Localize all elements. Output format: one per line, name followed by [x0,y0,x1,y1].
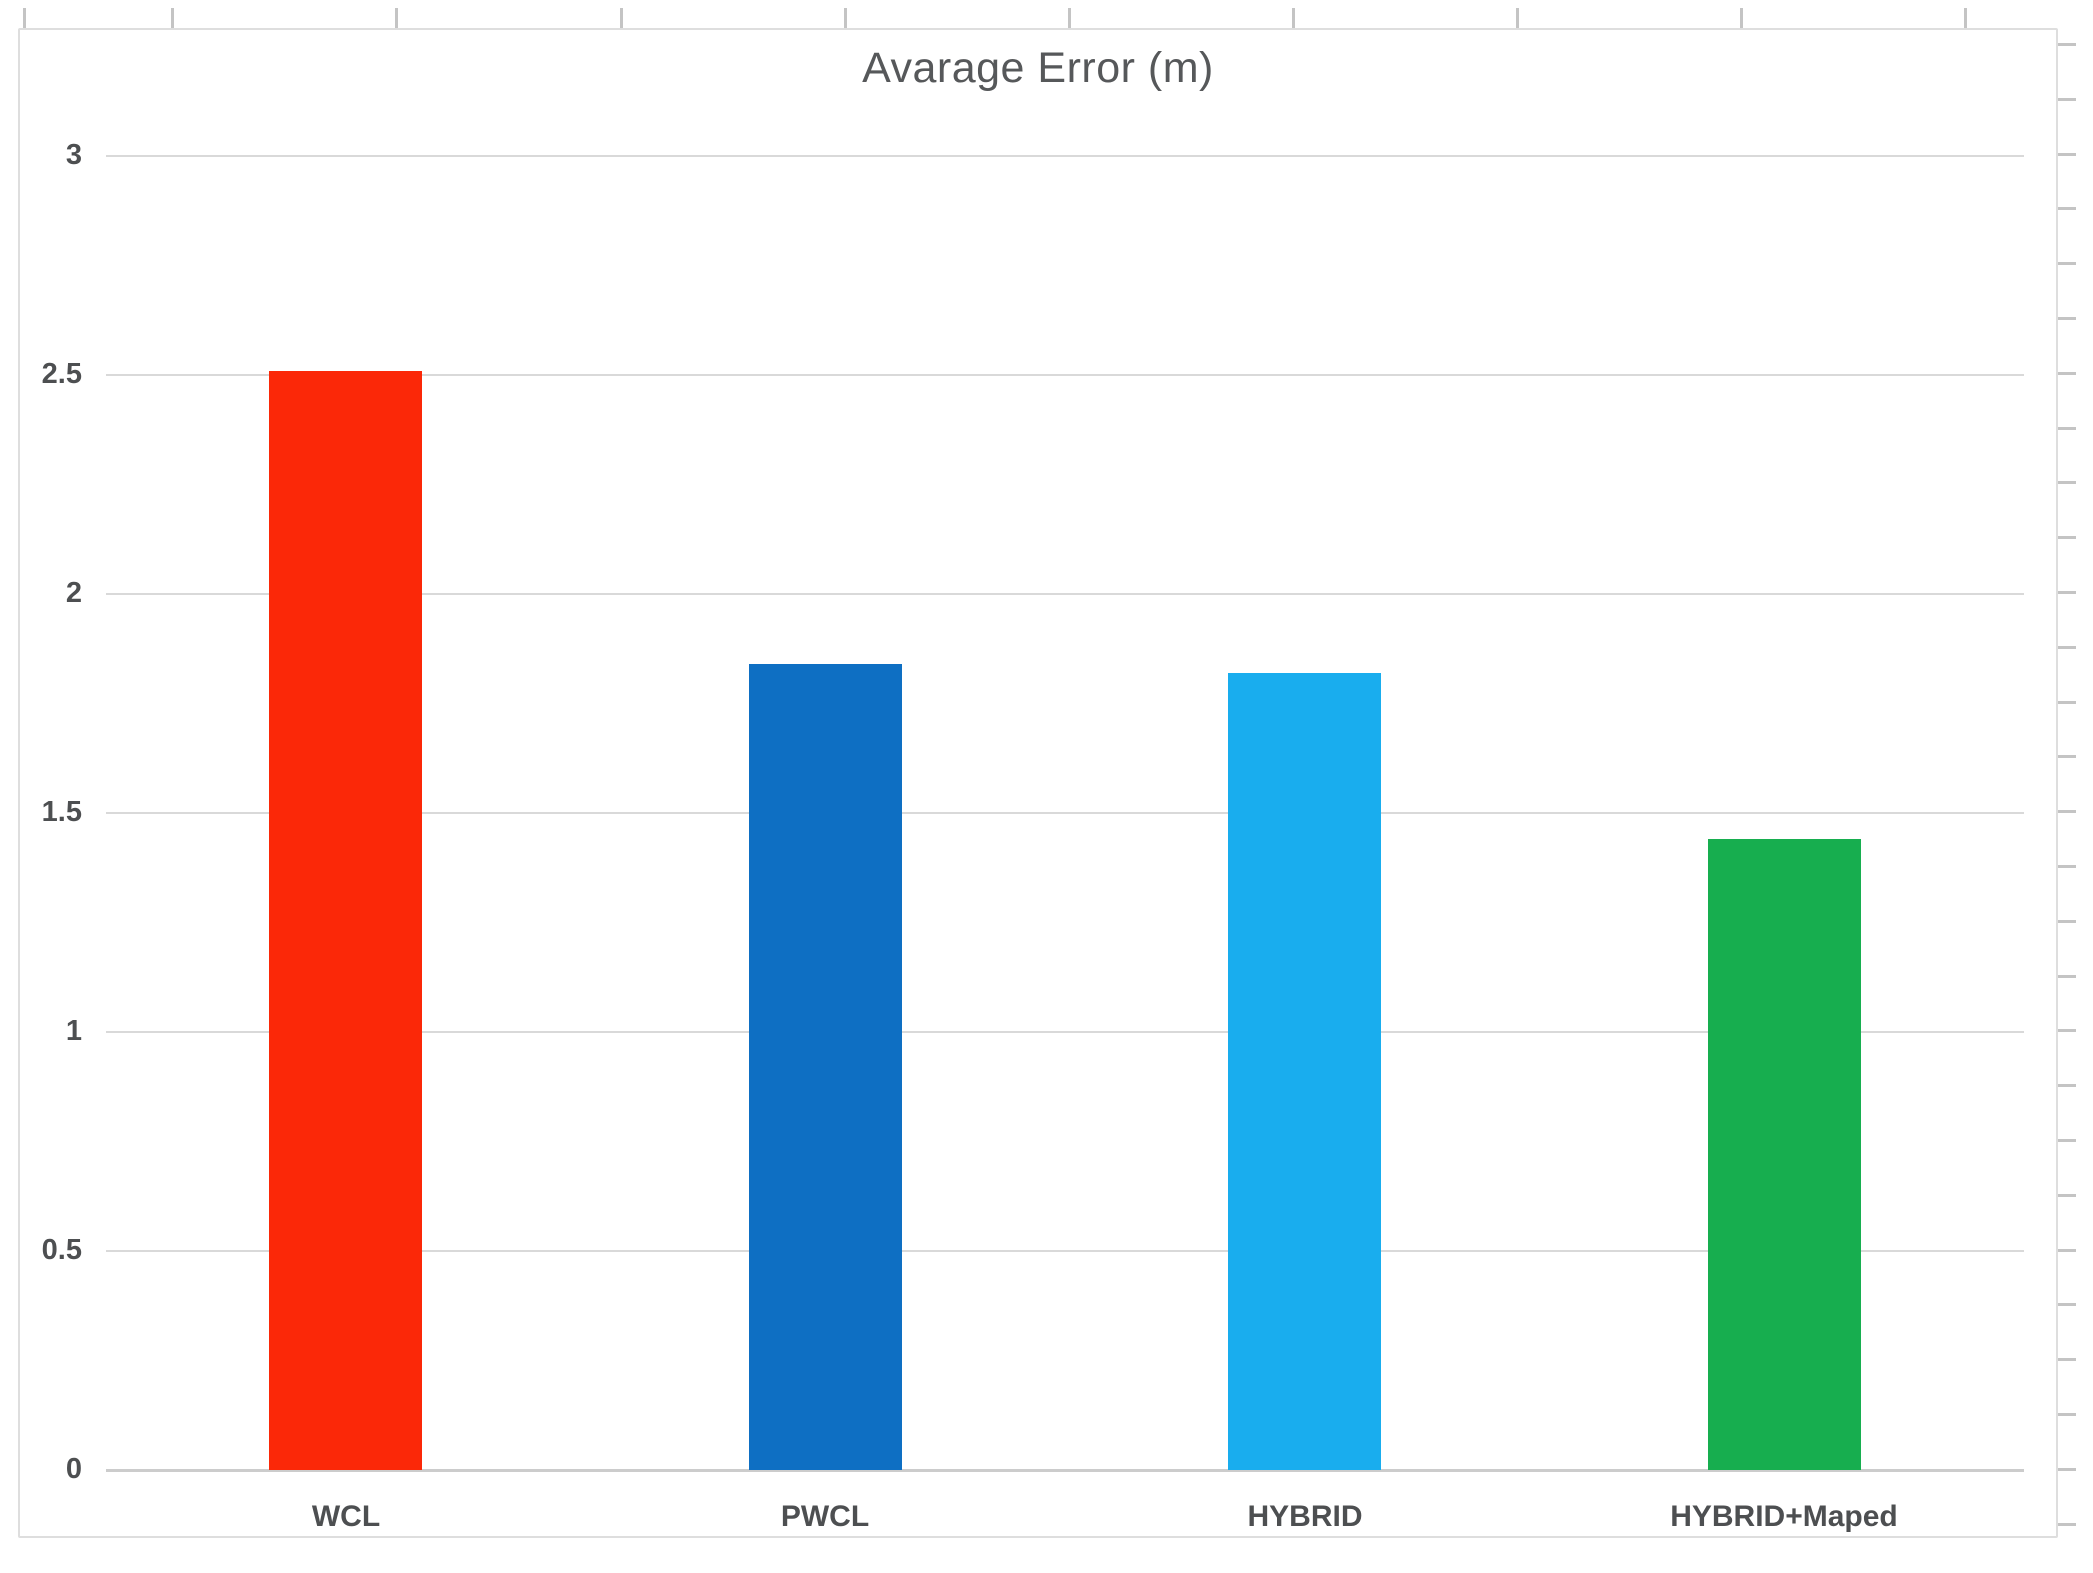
column-boundary-tick [1740,8,1743,28]
column-boundary-tick [1292,8,1295,28]
bar-hybrid [1228,673,1381,1470]
chart-title: Avarage Error (m) [862,44,1214,92]
row-boundary-tick [2058,920,2076,923]
row-boundary-tick [2058,1468,2076,1471]
gridline [106,374,2024,376]
row-boundary-tick [2058,646,2076,649]
column-boundary-tick [844,8,847,28]
row-boundary-tick [2058,810,2076,813]
column-boundary-tick [1964,8,1967,28]
row-boundary-tick [2058,591,2076,594]
x-axis-category-label: WCL [311,1500,381,1533]
column-boundary-tick [1068,8,1071,28]
bar-wcl [269,371,422,1470]
row-boundary-tick [2058,153,2076,156]
row-boundary-tick [2058,1139,2076,1142]
row-boundary-tick [2058,1194,2076,1197]
row-boundary-tick [2058,1358,2076,1361]
column-boundary-tick [395,8,398,28]
bar-hybrid-maped [1708,839,1861,1470]
y-axis-tick-label: 2.5 [41,358,82,390]
row-boundary-tick [2058,536,2076,539]
x-axis-category-label: HYBRID+Maped [1670,1500,1898,1533]
gridline [106,155,2024,157]
row-boundary-tick [2058,43,2076,46]
row-boundary-tick [2058,701,2076,704]
row-boundary-tick [2058,207,2076,210]
y-axis-tick-label: 3 [65,139,82,171]
bar-pwcl [749,664,902,1470]
row-boundary-tick [2058,1413,2076,1416]
row-boundary-tick [2058,1029,2076,1032]
y-axis-tick-label: 1.5 [41,796,82,828]
row-boundary-tick [2058,372,2076,375]
row-boundary-tick [2058,755,2076,758]
y-axis-tick-label: 0 [65,1453,82,1485]
row-boundary-tick [2058,975,2076,978]
gridline [106,593,2024,595]
row-boundary-tick [2058,317,2076,320]
x-axis-category-label: HYBRID [1247,1500,1363,1533]
row-boundary-tick [2058,1084,2076,1087]
row-boundary-tick [2058,1523,2076,1526]
row-boundary-tick [2058,427,2076,430]
column-boundary-tick [23,8,26,28]
y-axis-tick-label: 2 [65,577,82,609]
row-boundary-tick [2058,98,2076,101]
row-boundary-tick [2058,865,2076,868]
column-boundary-tick [620,8,623,28]
row-boundary-tick [2058,1249,2076,1252]
gridline [106,1031,2024,1033]
y-axis-tick-label: 0.5 [41,1234,82,1266]
row-boundary-tick [2058,481,2076,484]
x-axis-category-label: PWCL [780,1500,870,1533]
gridline [106,1250,2024,1252]
x-axis-baseline [106,1469,2024,1472]
y-axis-tick-label: 1 [65,1015,82,1047]
column-boundary-tick [171,8,174,28]
row-boundary-tick [2058,262,2076,265]
row-boundary-tick [2058,1303,2076,1306]
column-boundary-tick [1516,8,1519,28]
gridline [106,812,2024,814]
